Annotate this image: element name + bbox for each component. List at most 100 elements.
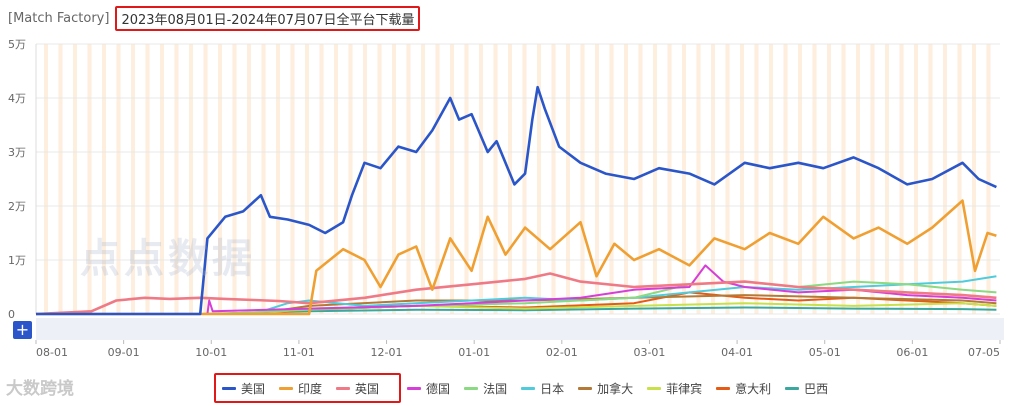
y-tick-label: 1万: [8, 254, 26, 267]
x-tick-label: 06-01: [896, 346, 928, 359]
legend-swatch: [222, 386, 236, 390]
band: [696, 44, 701, 314]
legend-swatch: [407, 386, 422, 390]
x-tick-label: 12-01: [371, 346, 403, 359]
legend-label: 巴西: [804, 381, 829, 396]
legend-item[interactable]: 日本: [521, 380, 564, 397]
band: [58, 44, 63, 314]
band: [972, 44, 976, 314]
legend-label: 加拿大: [597, 381, 634, 396]
legend-item[interactable]: 巴西: [785, 380, 828, 397]
chart-title: [Match Factory] 2023年08月01日-2024年07月07日全…: [8, 5, 421, 31]
y-axis-ticks: 0 1万 2万 3万 4万 5万: [8, 38, 26, 321]
x-tick-label: 10-01: [195, 346, 227, 359]
legend-swatch: [647, 386, 662, 390]
weekend-bands: [36, 44, 1004, 340]
band: [479, 44, 483, 314]
legend-item[interactable]: 德国: [407, 380, 450, 397]
band: [711, 44, 715, 314]
legend-item[interactable]: 菲律宾: [647, 380, 702, 397]
zoom-plus-button[interactable]: +: [13, 321, 32, 339]
band: [276, 44, 280, 314]
band: [740, 44, 744, 314]
y-tick-label: 5万: [8, 38, 26, 51]
band: [551, 44, 556, 314]
legend-item[interactable]: 印度: [279, 380, 322, 397]
band: [986, 44, 991, 314]
band: [493, 44, 498, 314]
legend-highlight-box: 美国 印度 英国: [214, 373, 402, 403]
legend-item[interactable]: 加拿大: [578, 380, 633, 397]
band: [421, 44, 425, 314]
band: [87, 44, 92, 314]
band: [885, 44, 889, 314]
band: [798, 44, 802, 314]
band: [856, 44, 860, 314]
y-tick-label: 0: [8, 308, 15, 321]
band: [145, 44, 150, 314]
band: [943, 44, 947, 314]
band: [290, 44, 295, 314]
band: [914, 44, 918, 314]
legend-item[interactable]: 英国: [336, 380, 379, 397]
legend-label: 美国: [241, 381, 266, 396]
band: [44, 44, 48, 314]
band: [522, 44, 527, 314]
series-line-英国: [35, 272, 997, 316]
range-slider-track[interactable]: [36, 318, 1004, 340]
band: [203, 44, 208, 314]
band: [319, 44, 324, 314]
band: [392, 44, 396, 314]
corner-watermark: 大数跨境: [6, 379, 74, 399]
band: [653, 44, 657, 314]
band: [232, 44, 237, 314]
x-tick-label: 07-05: [968, 346, 1000, 359]
legend-item[interactable]: 意大利: [716, 380, 771, 397]
band: [450, 44, 454, 314]
legend-label: 法国: [483, 381, 508, 396]
brand-watermark: 点点数据: [80, 236, 256, 282]
band: [348, 44, 353, 314]
band: [783, 44, 788, 314]
band: [870, 44, 875, 314]
x-tick-label: 01-01: [458, 346, 490, 359]
band: [566, 44, 570, 314]
legend: 美国 印度 英国 德国 法国 日本 加拿大 菲律宾 意大利 巴西: [214, 373, 842, 403]
band: [377, 44, 382, 314]
legend-item[interactable]: 法国: [464, 380, 507, 397]
gridlines: [35, 43, 1000, 315]
y-tick-label: 2万: [8, 200, 26, 213]
band: [580, 44, 585, 314]
band: [827, 44, 831, 314]
band: [406, 44, 411, 314]
band: [435, 44, 440, 314]
legend-label: 意大利: [735, 381, 772, 396]
x-axis-ticks: 08-01 09-01 10-01 11-01 12-01 01-01 02-01 03-01…: [35, 340, 1001, 359]
band: [812, 44, 817, 314]
band: [174, 44, 179, 314]
legend-label: 德国: [426, 381, 451, 396]
x-tick-label: 02-01: [546, 346, 578, 359]
legend-swatch: [336, 386, 351, 390]
legend-item[interactable]: 美国: [222, 380, 265, 397]
band: [261, 44, 266, 314]
band: [189, 44, 193, 314]
band: [769, 44, 773, 314]
band: [305, 44, 309, 314]
legend-label: 英国: [355, 381, 380, 396]
x-tick-label: 05-01: [809, 346, 841, 359]
legend-label: 菲律宾: [666, 381, 703, 396]
band: [247, 44, 251, 314]
legend-swatch: [521, 386, 536, 390]
legend-swatch: [716, 386, 731, 390]
x-tick-label: 03-01: [633, 346, 665, 359]
band: [624, 44, 628, 314]
band: [754, 44, 759, 314]
band: [682, 44, 686, 314]
series-line-印度: [36, 199, 997, 316]
series-line-美国: [36, 85, 997, 316]
band: [725, 44, 730, 314]
band: [595, 44, 599, 314]
band: [667, 44, 672, 314]
band: [131, 44, 135, 314]
